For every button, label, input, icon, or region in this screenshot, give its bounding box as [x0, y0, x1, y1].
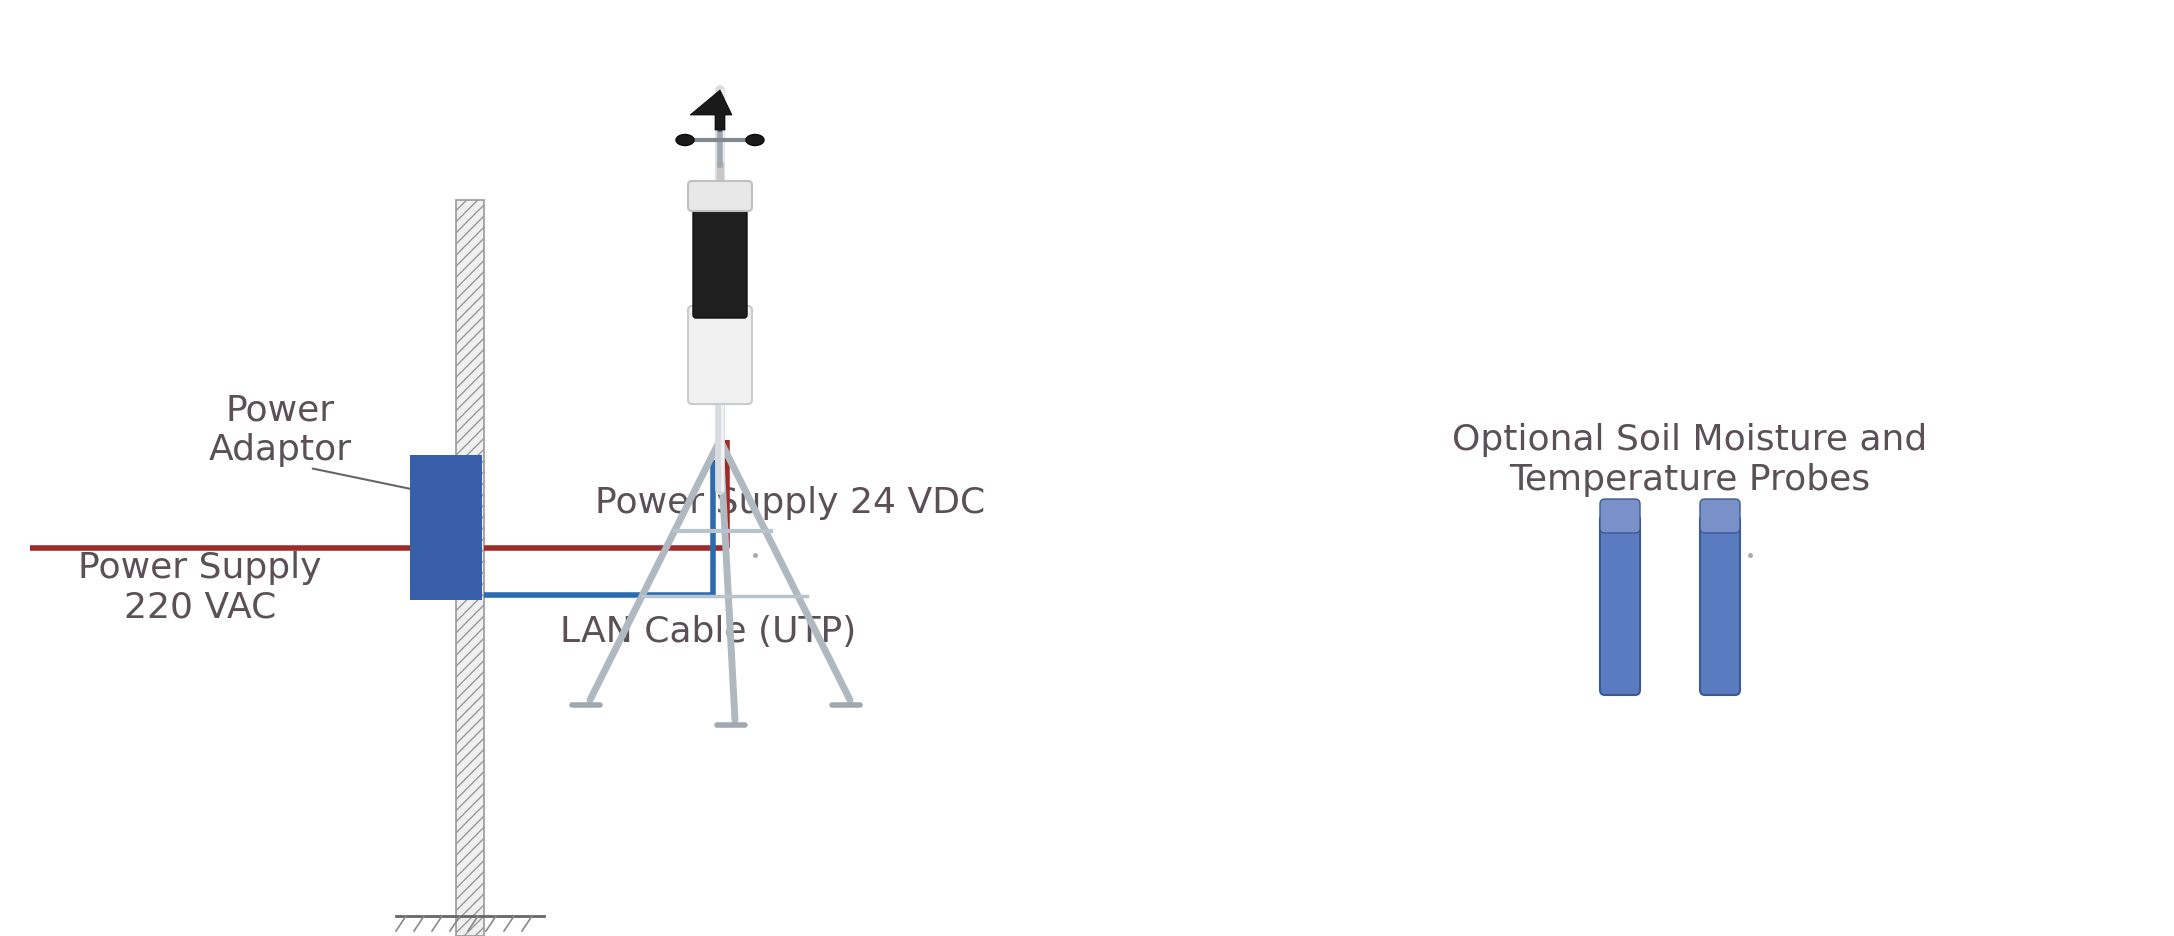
Text: Power Supply
220 VAC: Power Supply 220 VAC	[78, 551, 322, 624]
Text: Optional Soil Moisture and
Temperature Probes: Optional Soil Moisture and Temperature P…	[1452, 423, 1928, 497]
Bar	[411, 455, 483, 600]
Bar	[457, 200, 485, 936]
Ellipse shape	[746, 135, 763, 145]
Text: Power
Adaptor: Power Adaptor	[209, 393, 352, 467]
FancyBboxPatch shape	[1700, 499, 1739, 533]
Text: LAN Cable (UTP): LAN Cable (UTP)	[561, 615, 857, 649]
FancyBboxPatch shape	[1700, 515, 1739, 695]
FancyBboxPatch shape	[1600, 499, 1639, 533]
FancyBboxPatch shape	[687, 181, 752, 211]
Text: Power Supply 24 VDC: Power Supply 24 VDC	[596, 486, 985, 520]
Ellipse shape	[676, 135, 694, 145]
FancyBboxPatch shape	[694, 197, 748, 318]
FancyBboxPatch shape	[1600, 515, 1639, 695]
Polygon shape	[689, 90, 733, 130]
FancyBboxPatch shape	[687, 306, 752, 404]
